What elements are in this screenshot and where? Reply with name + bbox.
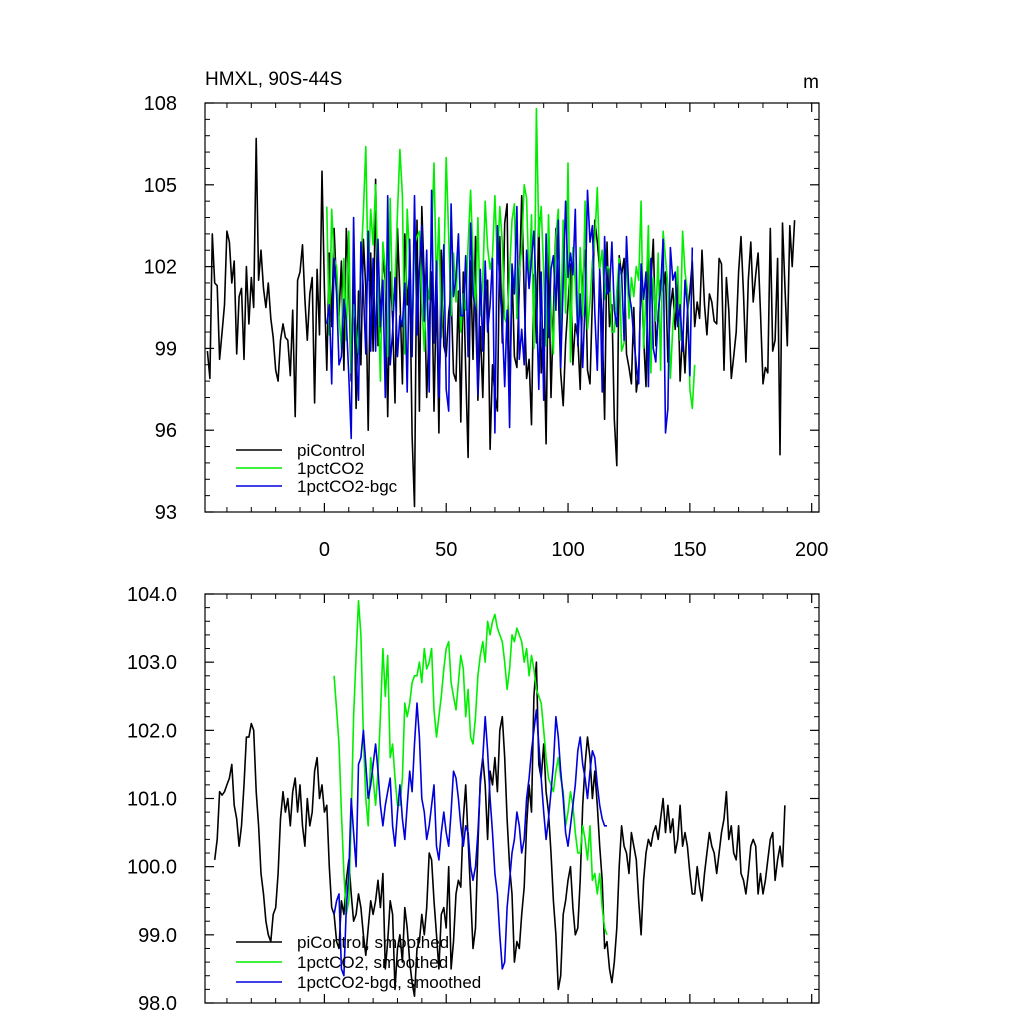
y-tick-label: 102.0 bbox=[127, 720, 177, 742]
x-tick-label: 0 bbox=[319, 539, 330, 561]
x-tick-label: 100 bbox=[551, 539, 584, 561]
legend-label: piControl bbox=[297, 441, 365, 460]
y-tick-label: 99 bbox=[155, 338, 177, 360]
series-line-1pctco2 bbox=[326, 107, 696, 410]
y-tick-label: 102 bbox=[144, 257, 177, 279]
legend-label: 1pctCO2-bgc bbox=[297, 477, 398, 496]
legend-label: 1pctCO2, smoothed bbox=[297, 953, 448, 972]
y-tick-label: 104.0 bbox=[127, 584, 177, 606]
legend-label: piControl, smoothed bbox=[297, 933, 449, 952]
y-tick-label: 100.0 bbox=[127, 857, 177, 879]
y-tick-label: 103.0 bbox=[127, 652, 177, 674]
x-tick-label: 200 bbox=[795, 539, 828, 561]
y-tick-label: 96 bbox=[155, 420, 177, 442]
series-line-1pctco2-bgc bbox=[326, 189, 694, 440]
hmxl-lower-panel: 98.0 99.0 100.0 101.0 102.0 103.0 104.0 piContr… bbox=[127, 584, 820, 1015]
series-line-picontrol bbox=[206, 137, 796, 508]
hmxl-upper-panel: 0 50 100 150 200 93 96 99 102 105 108 HMXL, 90S-44S… bbox=[144, 69, 829, 561]
y-tick-label: 99.0 bbox=[138, 925, 177, 947]
x-tick-label: 50 bbox=[435, 539, 457, 561]
series-line-picontrol-smoothed bbox=[213, 661, 786, 998]
y-tick-label: 108 bbox=[144, 93, 177, 115]
legend-label: 1pctCO2 bbox=[297, 459, 364, 478]
y-tick-label: 98.0 bbox=[138, 993, 177, 1015]
y-tick-label: 101.0 bbox=[127, 789, 177, 811]
y-tick-label: 93 bbox=[155, 502, 177, 524]
y-tick-label: 105 bbox=[144, 175, 177, 197]
legend-label: 1pctCO2-bgc, smoothed bbox=[297, 973, 481, 992]
series-line-1pctco2-bgc-smoothed bbox=[333, 702, 607, 977]
x-tick-label: 150 bbox=[673, 539, 706, 561]
plot-frame bbox=[204, 102, 820, 513]
units-label: m bbox=[803, 72, 819, 93]
chart-title: HMXL, 90S-44S bbox=[205, 69, 342, 90]
